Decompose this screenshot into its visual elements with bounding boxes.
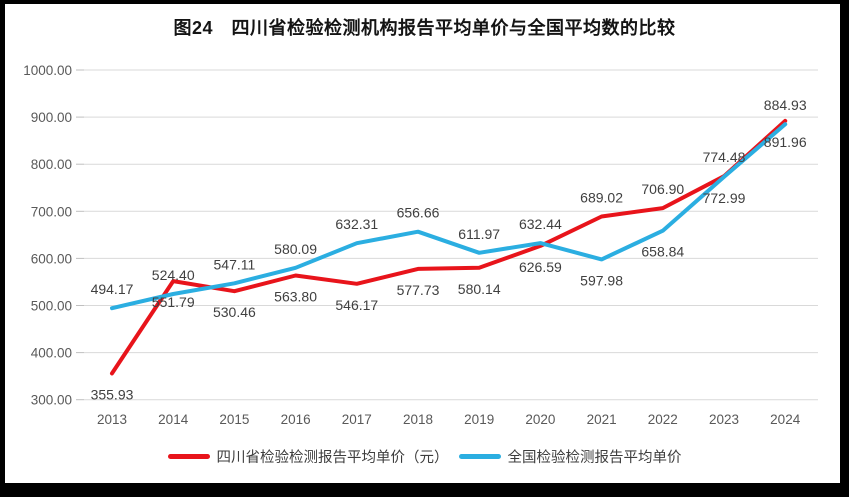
data-label-sichuan: 580.14 <box>458 281 501 297</box>
series-line-national <box>110 122 788 311</box>
data-label-sichuan: 546.17 <box>335 297 378 313</box>
y-axis-label: 700.00 <box>31 204 72 219</box>
frame-border-top <box>0 0 849 4</box>
data-label-sichuan: 551.79 <box>152 294 195 310</box>
data-label-sichuan: 706.90 <box>641 181 684 197</box>
x-axis-label: 2024 <box>770 412 801 427</box>
data-label-sichuan: 563.80 <box>274 288 317 304</box>
chart-title: 图24 四川省检验检测机构报告平均单价与全国平均数的比较 <box>173 18 676 38</box>
x-axis-label: 2016 <box>281 412 311 427</box>
frame-border-bottom <box>0 483 849 497</box>
legend-item-sichuan: 四川省检验检测报告平均单价（元） <box>167 446 449 467</box>
data-label-national: 547.11 <box>214 256 256 272</box>
data-label-national: 597.98 <box>580 272 623 288</box>
x-axis-label: 2020 <box>525 412 555 427</box>
data-label-sichuan: 891.96 <box>764 134 807 150</box>
data-label-national: 580.09 <box>274 241 317 257</box>
data-label-national: 658.84 <box>641 244 684 260</box>
x-axis-label: 2023 <box>709 412 739 427</box>
data-label-national: 494.17 <box>91 281 134 297</box>
data-label-sichuan: 577.73 <box>397 282 440 298</box>
x-axis-label: 2022 <box>648 412 678 427</box>
data-label-national: 884.93 <box>764 97 807 113</box>
series-line-sichuan <box>110 118 788 376</box>
y-axis-label: 1000.00 <box>23 63 72 78</box>
legend-swatch-sichuan-line <box>167 454 210 459</box>
y-axis-label: 900.00 <box>31 110 72 125</box>
x-axis-label: 2019 <box>464 412 494 427</box>
data-label-national: 632.44 <box>519 216 562 232</box>
x-axis-label: 2018 <box>403 412 433 427</box>
data-label-sichuan: 689.02 <box>580 189 623 205</box>
data-label-sichuan: 626.59 <box>519 259 562 275</box>
y-axis-label: 500.00 <box>31 299 72 314</box>
legend-label-national: 全国检验检测报告平均单价 <box>507 450 682 466</box>
data-label-national: 611.97 <box>458 226 500 242</box>
frame-border-right <box>840 0 849 497</box>
x-axis-label: 2021 <box>587 412 617 427</box>
y-axis-label: 300.00 <box>31 393 72 408</box>
x-axis-label: 2015 <box>219 412 249 427</box>
data-label-national: 656.66 <box>397 205 440 221</box>
y-axis-label: 800.00 <box>31 157 72 172</box>
data-label-national: 632.31 <box>335 216 378 232</box>
x-axis-label: 2014 <box>158 412 189 427</box>
data-label-sichuan: 355.93 <box>91 386 134 402</box>
y-axis-label: 600.00 <box>31 251 72 266</box>
data-label-sichuan: 530.46 <box>213 304 256 320</box>
frame-border-left <box>0 0 5 497</box>
y-axis-label: 400.00 <box>31 346 72 361</box>
x-axis-label: 2013 <box>97 412 127 427</box>
legend-label-sichuan: 四川省检验检测报告平均单价（元） <box>216 450 449 466</box>
chart-legend: 四川省检验检测报告平均单价（元） 全国检验检测报告平均单价 <box>0 446 849 467</box>
data-label-sichuan: 774.48 <box>703 149 746 165</box>
data-label-national: 772.99 <box>703 190 746 206</box>
legend-swatch-national-line <box>458 454 501 459</box>
legend-item-national: 全国检验检测报告平均单价 <box>458 446 682 467</box>
data-label-national: 524.40 <box>152 267 195 283</box>
x-axis-label: 2017 <box>342 412 372 427</box>
